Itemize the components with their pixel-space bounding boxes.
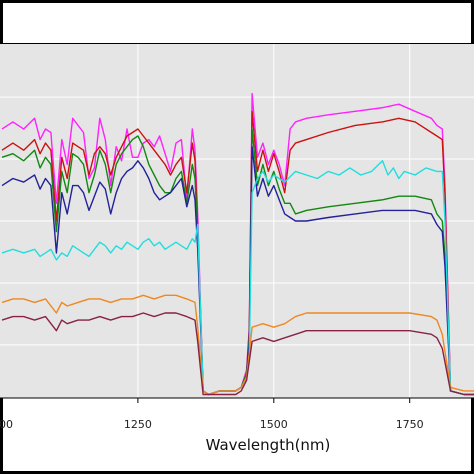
x-tick-label-1250: 1250 bbox=[124, 418, 152, 431]
x-tick-label-partial: 00 bbox=[0, 418, 13, 431]
x-axis-title: Wavelength(nm) bbox=[206, 436, 331, 454]
x-tick-label-1500: 1500 bbox=[260, 418, 288, 431]
series-line-2 bbox=[1, 128, 474, 396]
series-lines bbox=[1, 92, 474, 396]
x-ticks: 1250 1500 1750 bbox=[124, 398, 424, 431]
series-line-5 bbox=[1, 294, 474, 396]
series-line-3 bbox=[1, 145, 474, 396]
series-line-6 bbox=[1, 312, 474, 396]
grid-lines bbox=[0, 44, 474, 398]
series-line-0 bbox=[1, 92, 474, 396]
series-line-1 bbox=[1, 110, 474, 396]
x-tick-label-1750: 1750 bbox=[396, 418, 424, 431]
